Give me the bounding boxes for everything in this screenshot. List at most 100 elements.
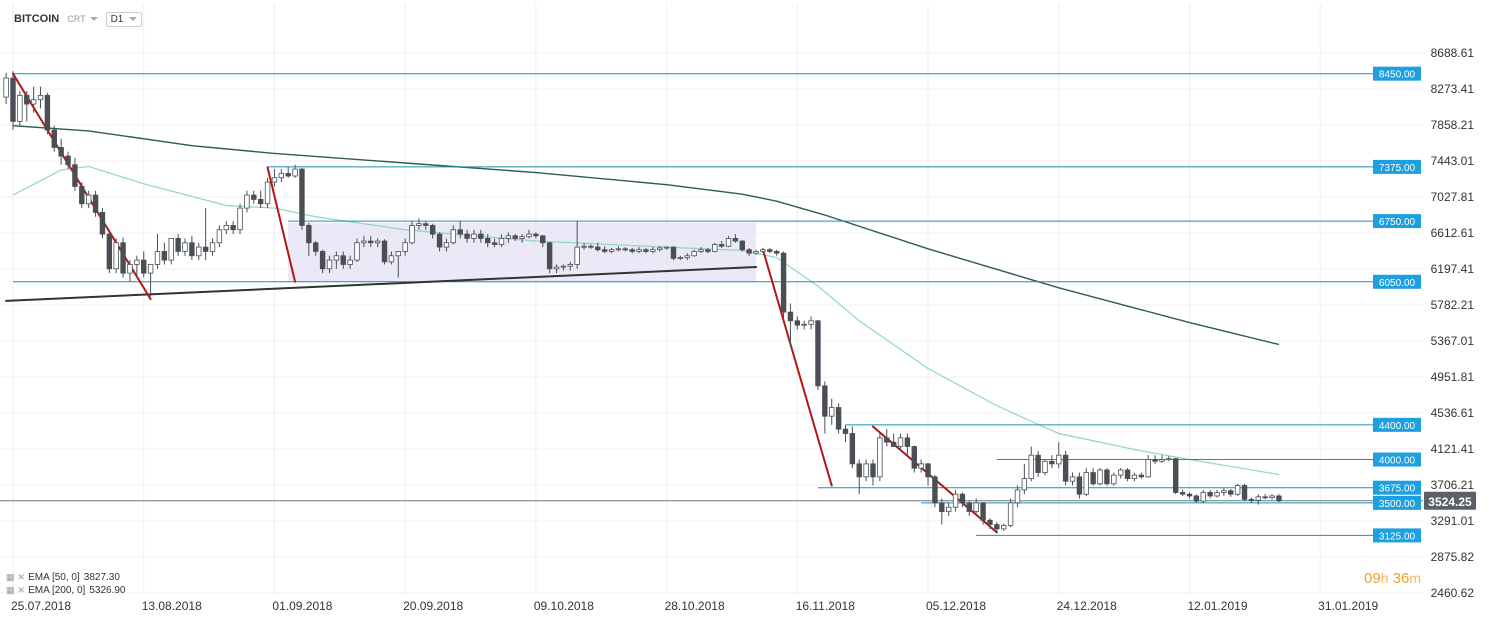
candle-body	[1255, 496, 1261, 501]
timeframe-selector[interactable]: D1	[105, 11, 143, 27]
candle-body	[285, 172, 291, 177]
candle-body	[1269, 495, 1275, 499]
candle-body	[299, 168, 305, 226]
level-label-bg	[1373, 159, 1421, 174]
candle-body	[374, 240, 381, 244]
candle-body	[1007, 502, 1014, 526]
candle-body	[134, 259, 140, 265]
chart-toolbar: BITCOIN CRT D1	[14, 10, 143, 28]
candle-body	[1062, 454, 1069, 482]
indicator-settings-icon[interactable]: ▦	[6, 585, 14, 595]
candle-body	[712, 244, 718, 252]
candle-body	[1021, 478, 1028, 491]
candle-body	[870, 463, 876, 478]
level-label-bg	[1373, 417, 1421, 432]
level-label: 6050.00	[1379, 278, 1416, 289]
candle-body	[264, 181, 271, 205]
candle-body	[904, 437, 911, 447]
candle-body	[244, 194, 250, 209]
level-label: 3675.00	[1379, 484, 1416, 495]
candle-body	[959, 493, 966, 504]
y-tick-label: 7858.21	[1431, 118, 1475, 132]
candle-body	[292, 168, 298, 177]
candle-body	[147, 264, 154, 274]
candle-body	[1207, 492, 1213, 497]
y-tick-label: 2875.82	[1431, 550, 1475, 564]
candle-body	[24, 94, 30, 105]
candle-body	[37, 94, 44, 101]
level-label-bg	[1373, 495, 1421, 510]
candle-body	[567, 264, 573, 267]
candle-body	[395, 251, 401, 257]
candle-body	[787, 311, 794, 322]
candle-body	[471, 233, 477, 239]
candle-body	[1214, 492, 1220, 497]
level-label-bg	[1373, 214, 1421, 229]
y-tick-label: 5367.01	[1431, 334, 1475, 348]
candle-body	[10, 77, 16, 122]
candle-body	[44, 94, 51, 131]
candle-body	[3, 77, 9, 98]
instrument-type-label: CRT	[67, 14, 86, 24]
candle-body	[856, 463, 862, 478]
candle-body	[141, 259, 147, 274]
candle-body	[154, 251, 161, 265]
candle-body	[1069, 476, 1076, 482]
candle-body	[182, 242, 188, 252]
candle-body	[1028, 454, 1034, 480]
candle-body	[519, 236, 525, 239]
candle-body	[677, 257, 684, 259]
candle-body	[120, 242, 126, 274]
candle-body	[257, 199, 264, 205]
candle-body	[1173, 458, 1179, 493]
candle-body	[72, 164, 78, 187]
candle-body	[51, 129, 57, 148]
candle-body	[636, 249, 642, 252]
candle-body	[629, 249, 635, 252]
indicator-row-ema50[interactable]: ▦ ✕ EMA [50, 0] 3827.30	[6, 571, 125, 584]
candle-body	[1049, 460, 1055, 465]
close-icon[interactable]: ✕	[17, 585, 25, 595]
candle-body	[423, 223, 429, 226]
candle-body	[409, 225, 415, 244]
candle-body	[643, 249, 649, 252]
candle-body	[945, 506, 952, 512]
indicator-settings-icon[interactable]: ▦	[6, 572, 14, 582]
candle-body	[1221, 490, 1227, 493]
candle-body	[822, 385, 828, 417]
candle-body	[278, 172, 285, 179]
candle-body	[533, 233, 539, 237]
range-box	[288, 222, 757, 282]
candle-body	[732, 238, 739, 242]
indicator-row-ema200[interactable]: ▦ ✕ EMA [200, 0] 5326.90	[6, 584, 125, 597]
candle-body	[58, 146, 64, 157]
candle-body	[925, 463, 931, 478]
candle-body	[622, 248, 629, 251]
level-label: 7375.00	[1379, 163, 1416, 174]
timeframe-label: D1	[110, 13, 124, 25]
candle-body	[773, 251, 780, 254]
y-tick-label: 7027.81	[1431, 190, 1475, 204]
candle-body	[746, 249, 752, 254]
candle-body	[189, 242, 195, 257]
candle-body	[498, 238, 505, 245]
candle-body	[196, 246, 202, 257]
candle-body	[1152, 459, 1158, 462]
candle-body	[30, 99, 37, 105]
candle-body	[884, 437, 890, 443]
candle-body	[684, 255, 690, 258]
candle-body	[1193, 495, 1200, 502]
candle-body	[161, 251, 168, 261]
candle-body	[1014, 489, 1021, 504]
close-icon[interactable]: ✕	[17, 572, 25, 582]
downtrend-line	[761, 248, 833, 487]
candle-body	[1166, 458, 1172, 461]
candle-body	[313, 242, 319, 252]
level-label: 4000.00	[1379, 456, 1416, 467]
current-price-label-bg	[1424, 491, 1476, 510]
instrument-type-selector[interactable]: CRT	[67, 14, 98, 24]
timer-minutes-unit: m	[1409, 570, 1422, 586]
candle-body	[1124, 469, 1131, 480]
candle-body	[99, 212, 106, 235]
